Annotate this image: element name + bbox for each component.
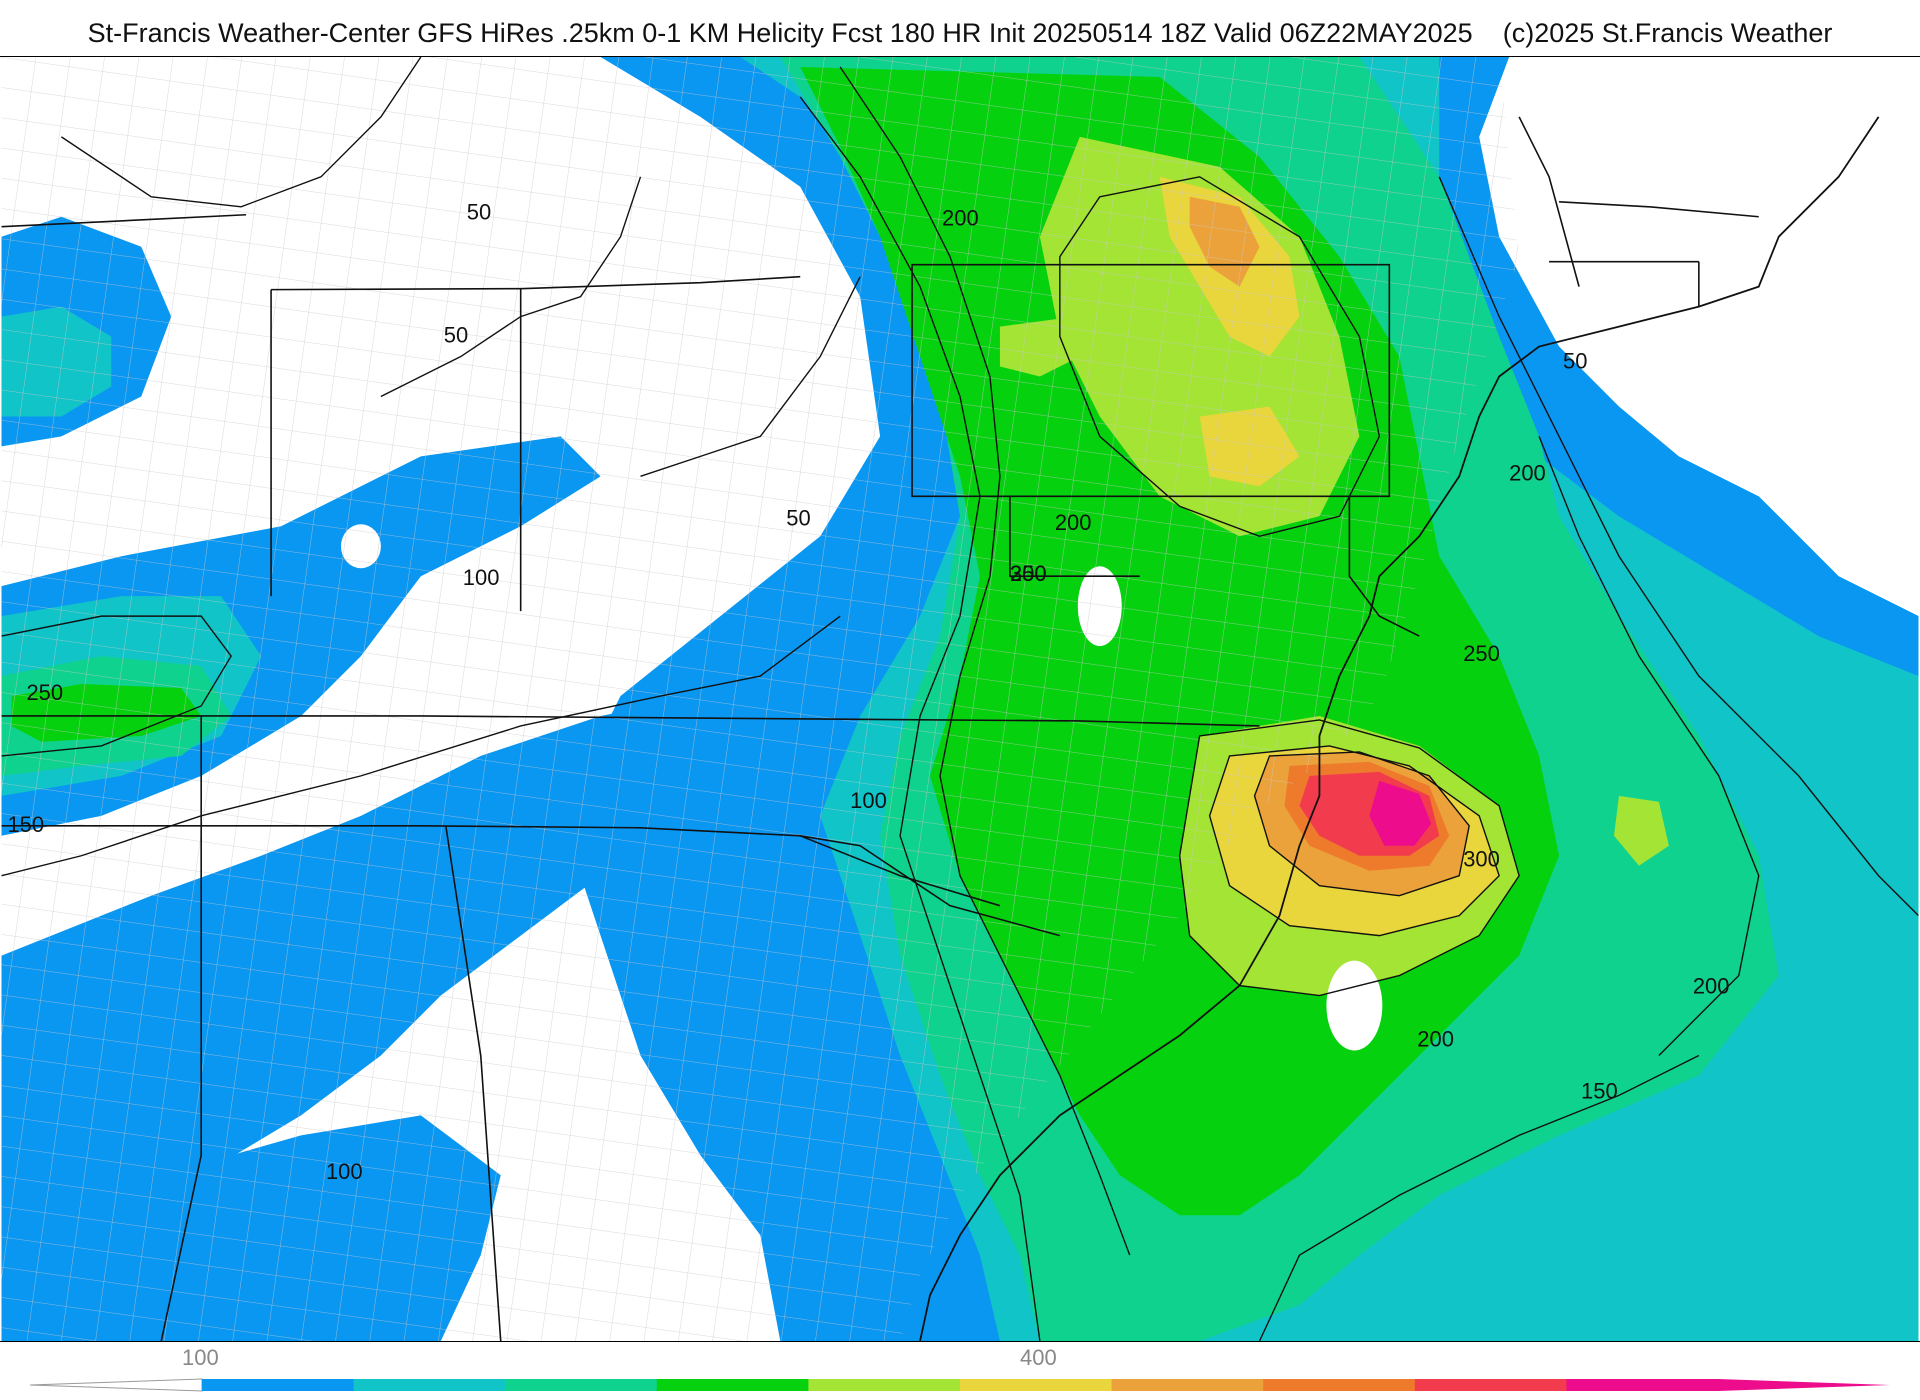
contour-label: 50 — [786, 505, 810, 530]
fill-white-ocean-ne — [1459, 57, 1919, 617]
fill-300-blob-b — [1613, 795, 1669, 866]
colorbar-bin — [808, 1379, 961, 1391]
contour-label: 50 — [1563, 349, 1587, 374]
contour-label: 200 — [1055, 510, 1092, 535]
colorbar-bin — [202, 1379, 355, 1391]
contour-label: 50 — [467, 200, 491, 225]
contour-label: 100 — [463, 565, 500, 590]
colorbar-bin — [960, 1379, 1113, 1391]
county-lines — [1, 57, 1520, 1341]
contour-label: 150 — [1581, 1078, 1618, 1103]
colorbar-left-arrow — [29, 1378, 203, 1392]
contour-label: 150 — [7, 812, 44, 837]
contour-label: 250 — [1463, 641, 1500, 666]
colorbar-bin — [1566, 1379, 1719, 1391]
contour-label: 50 — [444, 323, 468, 348]
hole-white-b — [1326, 960, 1383, 1051]
colorbar-bin — [1414, 1379, 1567, 1391]
contour-label: 300 — [1010, 561, 1047, 586]
contour-label: 200 — [1509, 460, 1546, 485]
coastline — [919, 116, 1880, 1341]
title-text: St-Francis Weather-Center GFS HiRes .25k… — [87, 18, 1473, 48]
contour-label: 100 — [850, 788, 887, 813]
contour-label: 250 — [1010, 561, 1047, 586]
colorbar: 100 400 — [29, 1345, 1890, 1392]
contour-label: 200 — [942, 206, 979, 231]
contour-label: 200 — [1693, 974, 1730, 999]
colorbar-bin — [505, 1379, 658, 1391]
state-borders — [1, 116, 1759, 1341]
contour-label: 250 — [26, 680, 63, 705]
colorbar-tick-400: 400 — [1020, 1345, 1057, 1370]
colorbar-right-arrow — [1718, 1379, 1890, 1391]
fill-550-core — [1369, 780, 1432, 846]
colorbar-bin — [656, 1379, 809, 1391]
colorbar-bin — [1263, 1379, 1416, 1391]
colorbar-bin — [1111, 1379, 1264, 1391]
copyright-text: (c)2025 St.Francis Weather — [1502, 18, 1833, 48]
contour-label: 200 — [1417, 1026, 1454, 1051]
colorbar-bins — [202, 1379, 1719, 1391]
helicity-map: 50 50 50 50 100 100 100 150 150 200 200 … — [0, 56, 1920, 1342]
contour-label-group: 50 50 50 50 100 100 100 150 150 200 200 … — [7, 200, 1729, 1185]
contour-lines — [1, 57, 1919, 1341]
colorbar-tick-100: 100 — [182, 1345, 219, 1370]
colorbar-bin — [353, 1379, 506, 1391]
contour-label: 100 — [326, 1159, 363, 1184]
contour-label: 300 — [1463, 847, 1500, 872]
map-title: St-Francis Weather-Center GFS HiRes .25k… — [0, 0, 1920, 56]
